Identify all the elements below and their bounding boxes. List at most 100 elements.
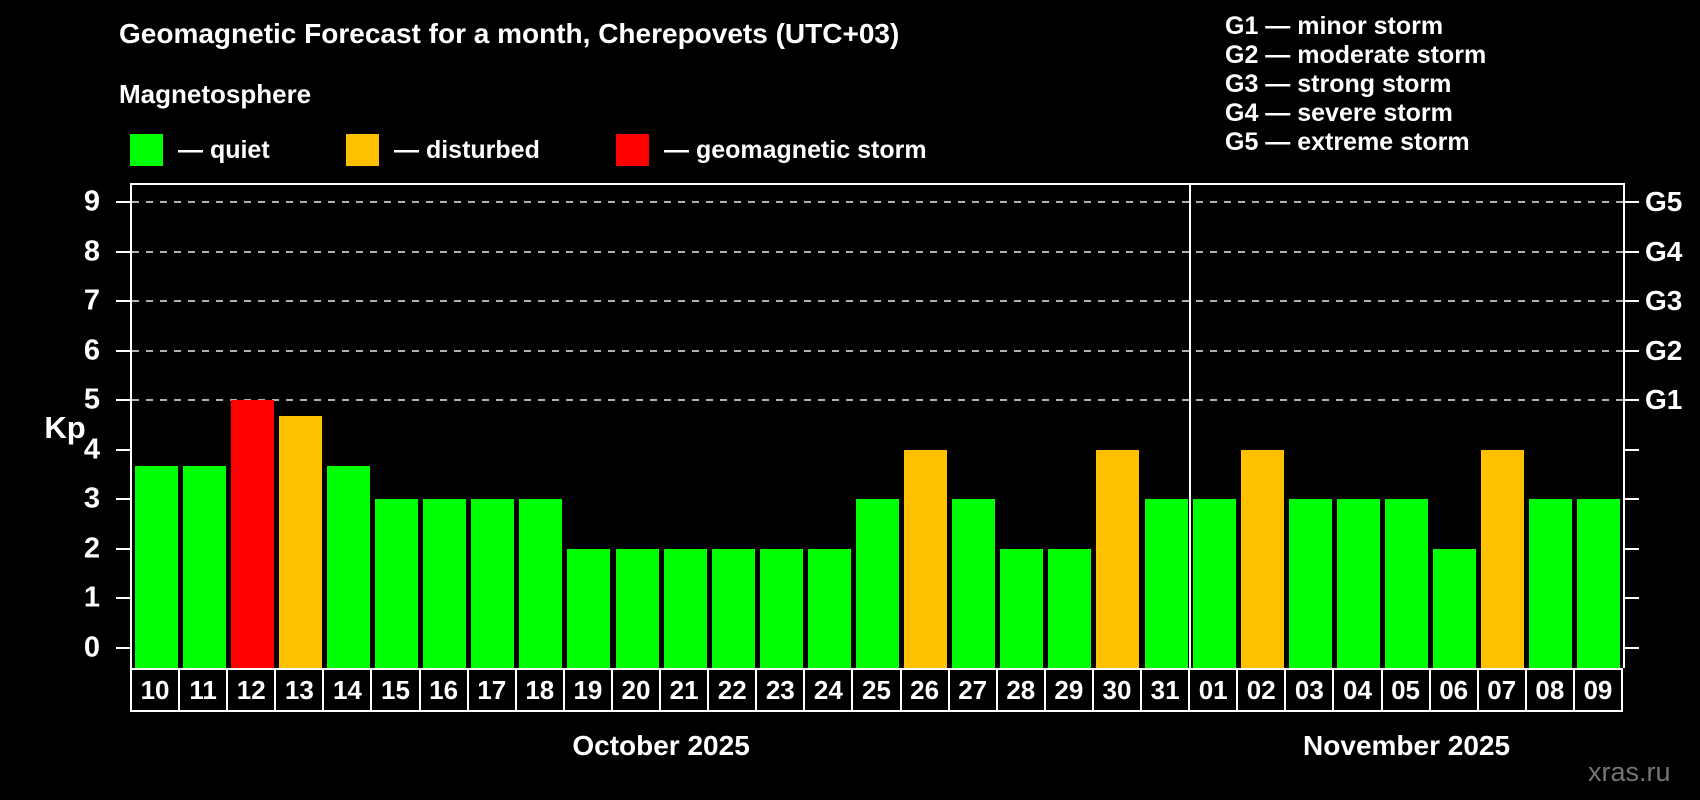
kp-bar xyxy=(1481,449,1525,668)
legend-storm-label: — geomagnetic storm xyxy=(664,135,927,164)
day-cell: 12 xyxy=(226,668,277,712)
legend-quiet-label: — quiet xyxy=(178,135,270,164)
g-scale-legend: G1 — minor storm G2 — moderate storm G3 … xyxy=(1225,12,1486,157)
right-axis-tick xyxy=(1625,250,1639,253)
day-cell: 26 xyxy=(899,668,950,712)
day-cell: 14 xyxy=(322,668,373,712)
y-axis-tick xyxy=(116,349,130,352)
day-cell: 24 xyxy=(803,668,854,712)
y-tick-label: 9 xyxy=(83,185,100,218)
day-cell: 04 xyxy=(1332,668,1383,712)
g-scale-legend-line: G5 — extreme storm xyxy=(1225,128,1470,156)
day-cell: 10 xyxy=(130,668,181,712)
g-axis-label: G5 xyxy=(1645,186,1683,217)
kp-bar xyxy=(807,548,851,668)
disturbed-color-swatch xyxy=(346,134,379,166)
kp-bar xyxy=(1000,548,1044,668)
y-axis-tick xyxy=(116,201,130,203)
kp-bar xyxy=(1144,499,1188,668)
y-tick-label: 5 xyxy=(83,383,100,416)
chart-title: Geomagnetic Forecast for a month, Cherep… xyxy=(119,18,900,49)
g-scale-legend-line: G1 — minor storm xyxy=(1225,12,1444,40)
y-axis-tick xyxy=(116,547,130,550)
kp-bar xyxy=(519,499,563,668)
day-cell: 27 xyxy=(947,668,998,712)
g-scale-legend-line: G4 — severe storm xyxy=(1225,99,1453,127)
kp-bar xyxy=(663,548,707,668)
right-axis-tick xyxy=(1625,646,1639,649)
legend-item-storm: — geomagnetic storm xyxy=(616,133,927,167)
y-axis-tick xyxy=(116,399,130,401)
kp-bar xyxy=(1048,548,1092,668)
right-axis-tick xyxy=(1625,597,1639,599)
right-axis-tick xyxy=(1625,498,1639,500)
kp-bar xyxy=(1096,449,1140,668)
y-axis-line xyxy=(130,183,132,668)
kp-bar xyxy=(182,465,226,668)
day-cell: 18 xyxy=(514,668,565,712)
y-tick-label: 6 xyxy=(83,334,100,366)
g-axis-label: G4 xyxy=(1645,235,1683,267)
kp-bar xyxy=(1529,499,1573,668)
right-axis-line xyxy=(1623,183,1625,668)
y-axis-tick xyxy=(116,597,130,599)
y-tick-label: 7 xyxy=(83,284,100,317)
day-cell: 29 xyxy=(1043,668,1094,712)
y-tick-label: 8 xyxy=(83,235,100,267)
kp-bar xyxy=(711,548,755,668)
day-cell: 03 xyxy=(1284,668,1335,712)
g-axis-label: G2 xyxy=(1645,334,1683,366)
legend-item-quiet: — quiet xyxy=(130,133,270,167)
day-cell: 22 xyxy=(707,668,758,712)
kp-bar xyxy=(1336,499,1380,668)
y-tick-label: 2 xyxy=(83,532,100,564)
y-axis-tick xyxy=(116,498,130,500)
kp-bar xyxy=(326,465,370,668)
y-axis-tick xyxy=(116,300,130,302)
day-cell: 16 xyxy=(418,668,469,712)
gridline xyxy=(132,201,1623,203)
kp-bar xyxy=(1288,499,1332,668)
kp-bar xyxy=(759,548,803,668)
month-label: November 2025 xyxy=(1303,730,1511,761)
gridline xyxy=(132,349,1623,352)
gridline xyxy=(132,300,1623,302)
kp-bar xyxy=(904,449,948,668)
plot-top-border xyxy=(130,183,1625,185)
quiet-color-swatch xyxy=(130,134,163,166)
day-cell: 13 xyxy=(274,668,325,712)
kp-bar xyxy=(278,416,322,668)
kp-bar xyxy=(375,499,419,668)
day-cell: 19 xyxy=(562,668,613,712)
y-axis-tick xyxy=(116,448,130,451)
day-cell: 20 xyxy=(610,668,662,712)
y-tick-label: 0 xyxy=(83,631,100,663)
legend-disturbed-label: — disturbed xyxy=(394,135,540,164)
g-scale-legend-line: G3 — strong storm xyxy=(1225,70,1452,98)
day-cell: 02 xyxy=(1236,668,1287,712)
day-cell: 17 xyxy=(466,668,517,712)
kp-bar xyxy=(1433,548,1477,668)
y-axis-tick xyxy=(116,250,130,253)
right-axis-tick xyxy=(1625,547,1639,550)
y-axis-tick xyxy=(116,646,130,649)
right-axis-tick xyxy=(1625,349,1639,352)
y-axis-title: Kp xyxy=(44,410,86,445)
month-separator-line xyxy=(1189,183,1192,668)
day-cell: 09 xyxy=(1572,668,1623,712)
kp-bar xyxy=(615,548,659,668)
y-tick-label: 1 xyxy=(83,581,100,614)
right-axis-tick xyxy=(1625,448,1639,451)
day-cell: 23 xyxy=(755,668,806,712)
day-cell: 11 xyxy=(178,668,229,712)
chart-subtitle: Magnetosphere xyxy=(119,79,312,109)
gridline xyxy=(132,399,1623,401)
kp-bar xyxy=(1385,499,1429,668)
kp-bar xyxy=(471,499,515,668)
right-axis-tick xyxy=(1625,201,1639,203)
kp-bar xyxy=(423,499,467,668)
kp-bar xyxy=(230,400,274,668)
right-axis-tick xyxy=(1625,399,1639,401)
gridline xyxy=(132,250,1623,253)
